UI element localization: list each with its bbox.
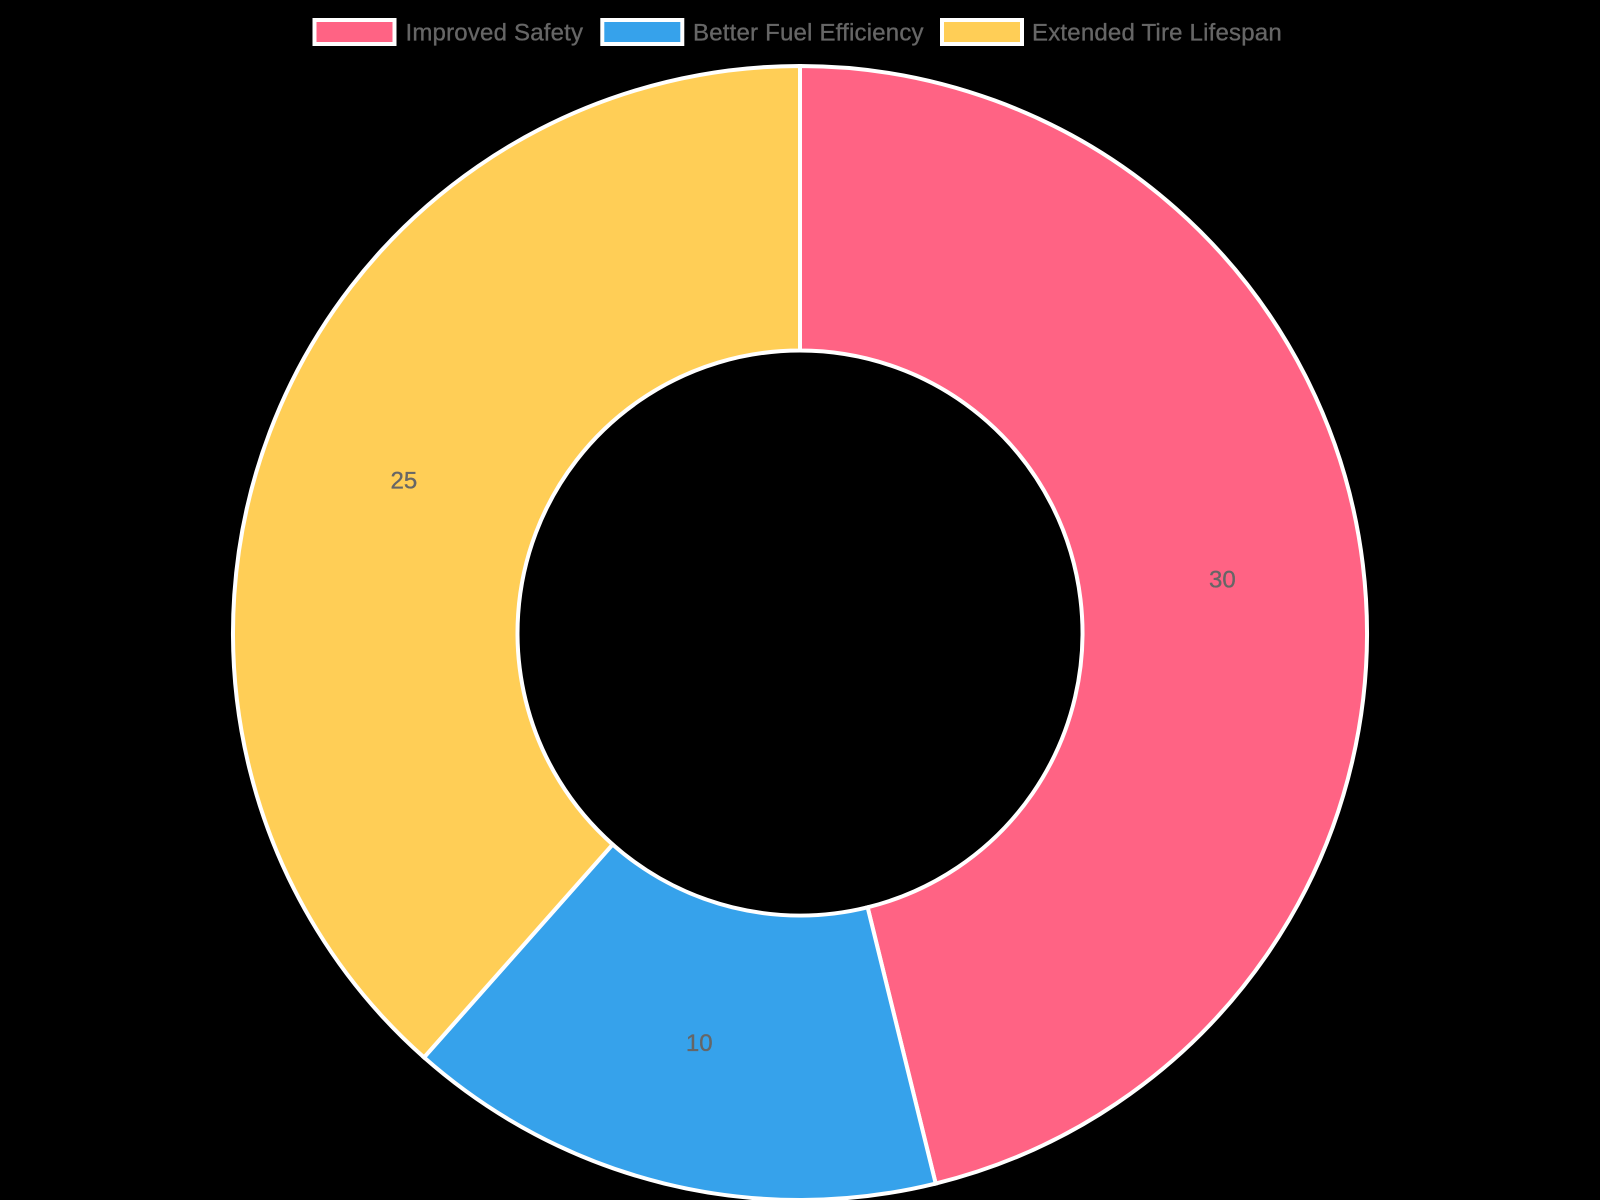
svg-text:30: 30: [1209, 567, 1236, 594]
svg-text:Improved Safety: Improved Safety: [406, 20, 584, 47]
svg-text:10: 10: [686, 1030, 713, 1057]
svg-text:Extended Tire Lifespan: Extended Tire Lifespan: [1032, 20, 1282, 47]
svg-text:25: 25: [391, 468, 418, 495]
svg-text:Better Fuel Efficiency: Better Fuel Efficiency: [693, 20, 924, 47]
